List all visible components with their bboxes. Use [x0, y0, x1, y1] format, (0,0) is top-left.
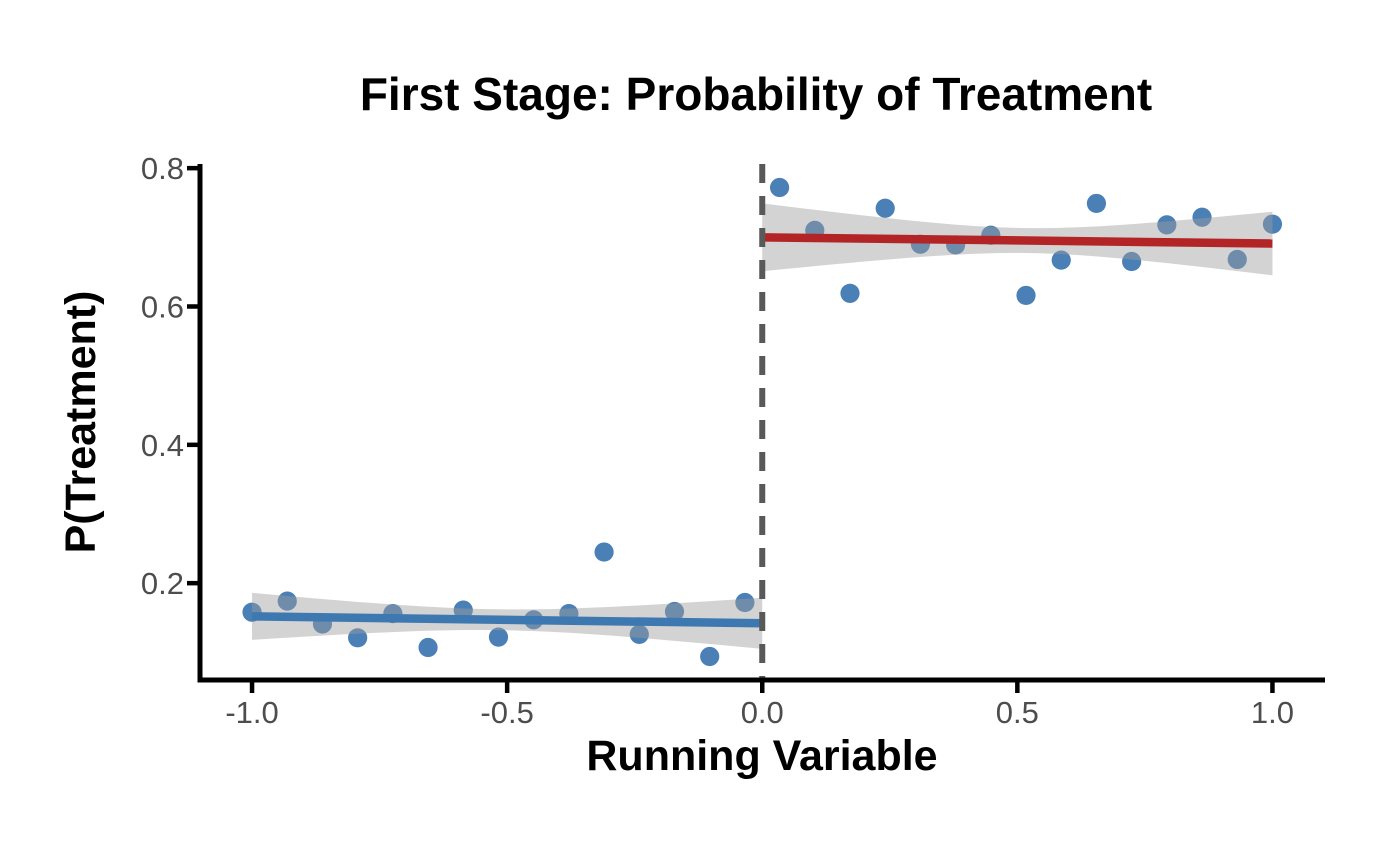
axes-layer: [197, 164, 1325, 683]
x-tick-label: 0.0: [741, 695, 784, 730]
data-point: [875, 198, 895, 218]
data-point: [1227, 249, 1247, 270]
x-tick-label: 1.0: [1251, 695, 1294, 730]
x-axis-title: Running Variable: [586, 732, 937, 780]
fit-line: [251, 612, 763, 628]
data-point: [1016, 285, 1036, 306]
y-tick-label: 0.6: [141, 289, 184, 324]
y-tick-label: 0.8: [141, 151, 184, 186]
data-point: [1262, 214, 1283, 234]
data-point: [629, 624, 649, 644]
chart-title: First Stage: Probability of Treatment: [360, 68, 1152, 120]
data-point: [769, 177, 790, 198]
data-point: [1086, 193, 1107, 214]
data-point: [348, 628, 368, 648]
data-point: [277, 591, 297, 611]
fit-line: [762, 233, 1273, 248]
data-point: [1192, 207, 1212, 227]
data-point: [1051, 250, 1071, 270]
data-point: [735, 592, 755, 613]
data-point: [1122, 251, 1142, 272]
data-point: [664, 601, 685, 622]
data-point: [488, 627, 509, 647]
data-point: [1157, 215, 1177, 235]
data-point: [594, 542, 614, 562]
x-tick-label: -0.5: [480, 695, 533, 730]
data-point: [418, 637, 438, 658]
data-point: [840, 283, 860, 303]
x-tick-label: 0.5: [996, 695, 1039, 730]
y-axis-title: P(Treatment): [57, 291, 105, 554]
y-tick-label: 0.4: [141, 428, 184, 463]
x-tick-label: -1.0: [225, 695, 278, 730]
fit-lines-layer: [251, 233, 1273, 628]
data-point: [700, 646, 720, 667]
y-tick-label: 0.2: [141, 566, 184, 601]
tick-layer: -1.0 -0.5 0.0 0.5 1.0 0.2 0.4 0.6 0.8: [141, 151, 1294, 730]
